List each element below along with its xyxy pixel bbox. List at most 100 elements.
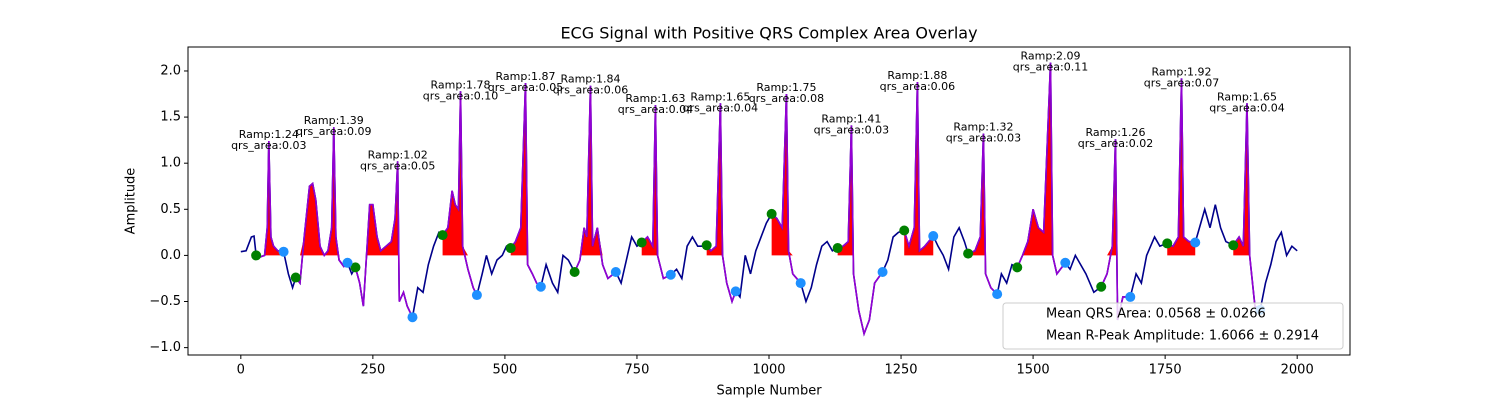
qrs-label: qrs_area:0.04 (1209, 101, 1284, 114)
peak-label: Ramp:1.88 (887, 69, 947, 82)
peak-label: Ramp:1.24 (239, 128, 299, 141)
qrs-line (1100, 139, 1131, 321)
onset-marker (1228, 240, 1239, 251)
offset-marker (407, 312, 418, 323)
x-tick-label: 250 (360, 363, 385, 378)
qrs-line (354, 161, 414, 318)
onset-marker (832, 243, 843, 254)
qrs-area (1233, 103, 1261, 256)
qrs-label: qrs_area:0.05 (488, 81, 563, 94)
plot-frame (187, 46, 1351, 356)
offset-marker (1060, 257, 1071, 268)
offset-marker (1190, 237, 1201, 248)
legend-text: Mean QRS Area: 0.0568 ± 0.0266 (1046, 307, 1266, 322)
qrs-label: qrs_area:0.06 (880, 80, 955, 93)
qrs-label: qrs_area:0.10 (423, 89, 498, 102)
peak-label: Ramp:1.78 (431, 78, 491, 91)
x-tick-label: 500 (492, 363, 517, 378)
peak-label: Ramp:1.41 (821, 112, 881, 125)
qrs-line (967, 133, 998, 295)
offset-marker (730, 286, 741, 297)
y-tick-label: 1.0 (160, 156, 181, 171)
onset-marker (251, 250, 262, 261)
peak-label: Ramp:1.32 (953, 121, 1013, 134)
peak-label: Ramp:2.09 (1020, 50, 1080, 63)
onset-marker (636, 237, 647, 248)
offset-marker (992, 289, 1003, 300)
qrs-label: qrs_area:0.06 (553, 84, 628, 97)
y-tick-label: 0.0 (160, 248, 181, 263)
x-axis-label: Sample Number (716, 384, 822, 399)
onset-marker (1162, 238, 1173, 249)
peak-label: Ramp:1.26 (1085, 126, 1145, 139)
y-tick-label: 2.0 (160, 63, 181, 78)
offset-marker (278, 246, 289, 257)
offset-marker (928, 231, 939, 242)
onset-marker (290, 272, 301, 283)
peak-label: Ramp:1.75 (756, 81, 816, 94)
offset-marker (877, 267, 888, 278)
y-tick-label: −1.0 (149, 340, 181, 355)
qrs-line (510, 82, 542, 288)
y-tick-label: 1.5 (160, 110, 181, 125)
x-tick-label: 1250 (884, 363, 917, 378)
onset-marker (569, 267, 580, 278)
peak-label: Ramp:1.65 (690, 90, 750, 103)
x-tick-label: 0 (237, 363, 245, 378)
onset-marker (437, 230, 448, 241)
offset-marker (665, 269, 676, 280)
onset-marker (1012, 262, 1023, 273)
qrs-area (771, 94, 801, 256)
qrs-line (295, 127, 349, 286)
qrs-line (1016, 62, 1066, 276)
offset-marker (795, 278, 806, 289)
qrs-line (903, 82, 934, 253)
offset-marker (1125, 291, 1136, 302)
onset-marker (505, 243, 516, 254)
qrs-label: qrs_area:0.04 (618, 103, 693, 116)
chart-title: ECG Signal with Positive QRS Complex Are… (560, 24, 977, 43)
y-tick-label: 0.5 (160, 202, 181, 217)
onset-marker (899, 225, 910, 236)
x-tick-label: 2000 (1281, 363, 1314, 378)
offset-marker (535, 281, 546, 292)
qrs-label: qrs_area:0.04 (683, 101, 758, 114)
qrs-area (1167, 78, 1196, 256)
qrs-line (706, 103, 737, 305)
x-tick-label: 750 (625, 363, 650, 378)
peak-label: Ramp:1.87 (495, 70, 555, 83)
peak-label: Ramp:1.02 (368, 148, 428, 161)
qrs-label: qrs_area:0.03 (946, 132, 1021, 145)
qrs-line (573, 85, 617, 280)
onset-marker (1096, 281, 1107, 292)
qrs-label: qrs_area:0.03 (231, 139, 306, 152)
qrs-line (1166, 78, 1196, 248)
qrs-label: qrs_area:0.03 (814, 123, 889, 136)
peak-label: Ramp:1.63 (625, 92, 685, 105)
legend-text: Mean R-Peak Amplitude: 1.6066 ± 0.2914 (1046, 329, 1319, 344)
y-tick-label: −0.5 (149, 294, 181, 309)
offset-marker (610, 267, 621, 278)
offset-marker (471, 290, 482, 301)
qrs-label: qrs_area:0.09 (296, 125, 371, 138)
qrs-line (255, 141, 284, 259)
qrs-label: qrs_area:0.02 (1078, 137, 1153, 150)
onset-marker (350, 262, 361, 273)
peak-label: Ramp:1.84 (560, 73, 620, 86)
qrs-label: qrs_area:0.08 (749, 92, 824, 105)
qrs-area (968, 133, 998, 256)
x-tick-label: 1500 (1017, 363, 1050, 378)
x-tick-label: 1750 (1149, 363, 1182, 378)
x-tick-label: 1000 (752, 363, 785, 378)
legend-box (1002, 302, 1344, 350)
peak-label: Ramp:1.65 (1217, 90, 1277, 103)
qrs-label: qrs_area:0.11 (1013, 61, 1088, 74)
qrs-line (771, 94, 802, 284)
qrs-label: qrs_area:0.07 (1144, 76, 1219, 89)
qrs-line (641, 105, 672, 280)
peak-label: Ramp:1.92 (1151, 65, 1211, 78)
qrs-label: qrs_area:0.05 (360, 159, 435, 172)
qrs-line (441, 91, 478, 296)
